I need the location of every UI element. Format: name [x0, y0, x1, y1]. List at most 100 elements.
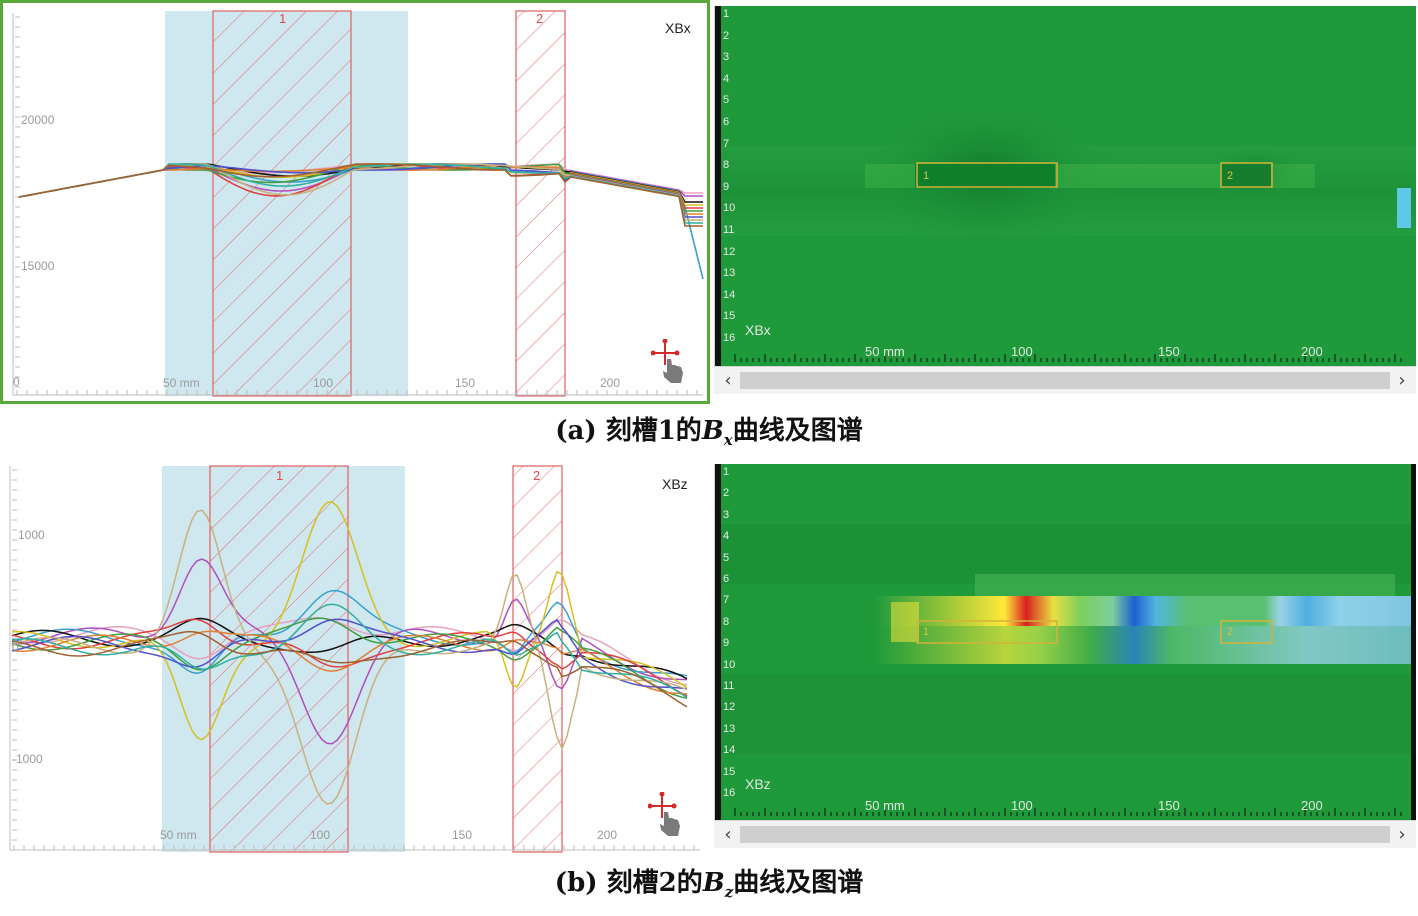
heatmap-x-150-b: 150	[1158, 798, 1180, 813]
scroll-track-b[interactable]	[740, 826, 1390, 843]
curves-a	[18, 163, 704, 280]
heatmap-x-200-a: 200	[1301, 344, 1323, 359]
heatmap-row-label: 6	[723, 116, 730, 128]
scroll-track-a[interactable]	[740, 372, 1390, 389]
caption-b: (b) 刻槽2的Bz曲线及图谱	[0, 862, 1418, 901]
heatmap-panel-a[interactable]: 1 2 1 2 3 4 5 6 7 8 9 10 11 12 13 14 15 16 XBx 50 mm 10…	[714, 6, 1416, 366]
pointer-hand-icon-b[interactable]	[648, 792, 688, 838]
defect-box-2-b[interactable]	[1220, 620, 1273, 644]
defect-box-2-a[interactable]	[1220, 162, 1273, 188]
x-ticks-b	[13, 845, 695, 850]
heatmap-row-label: 3	[723, 51, 730, 64]
slot-2-label-b: 2	[533, 468, 541, 483]
scroll-left-arrow-a[interactable]: ‹	[724, 369, 732, 391]
plot-a-svg	[12, 10, 704, 397]
defect-box-1-a[interactable]	[916, 162, 1058, 188]
curves-b	[11, 501, 688, 805]
scrollbar-b[interactable]: ‹ ›	[714, 820, 1416, 848]
y-ticks-a	[15, 16, 20, 388]
slot-1-label-a: 1	[279, 11, 287, 26]
heatmap-row-label: 10	[723, 202, 736, 215]
heatmap-row-label: 14	[723, 288, 736, 301]
plot-panel-a[interactable]: 20000 15000 0 50 mm 100 150 200 1 2 XBx	[0, 0, 710, 404]
heatmap-x-150-a: 150	[1158, 344, 1180, 359]
y-ticks-b	[12, 469, 17, 841]
y-label-minus-1000: -1000	[12, 752, 43, 766]
heatmap-row-label: 9	[723, 180, 730, 193]
caption-b-label: (b) 刻槽2的	[554, 868, 703, 898]
heatmap-row-label: 8	[723, 159, 730, 172]
x-label-100-b: 100	[310, 828, 331, 842]
heatmap-row-label: 1	[723, 466, 730, 478]
curve-b	[11, 630, 688, 708]
curve-b	[11, 630, 688, 695]
y-label-0-b: 0	[12, 640, 19, 654]
heatmap-a-svg	[715, 6, 1416, 366]
scrollbar-a[interactable]: ‹ ›	[714, 366, 1416, 394]
plot-tag-b: XBz	[662, 476, 688, 492]
y-label-20000: 20000	[21, 113, 55, 127]
x-label-100: 100	[313, 376, 334, 390]
heatmap-row-label: 2	[723, 29, 730, 42]
y-label-0: 0	[13, 375, 20, 389]
slot-1-label-b: 1	[276, 468, 284, 483]
curve-b	[11, 617, 688, 700]
curve-b	[11, 589, 688, 677]
box-1-label-b: 1	[923, 626, 930, 638]
heatmap-row-label: 6	[723, 573, 730, 585]
heatmap-row-label: 2	[723, 487, 730, 500]
heatmap-row-label: 15	[723, 765, 736, 778]
scroll-right-arrow-b[interactable]: ›	[1398, 823, 1406, 845]
heatmap-row-label: 9	[723, 637, 730, 650]
slot-2-region-a	[515, 10, 566, 397]
heatmap-x-100-b: 100	[1011, 798, 1033, 813]
box-1-label-a: 1	[923, 170, 930, 182]
caption-b-symbol: B	[702, 868, 725, 898]
heatmap-x-200-b: 200	[1301, 798, 1323, 813]
heatmap-row-label: 14	[723, 744, 736, 757]
curve-a	[18, 163, 703, 227]
curve-b	[11, 509, 688, 805]
x-label-50-b: 50 mm	[160, 828, 197, 842]
heatmap-tag-b: XBz	[745, 776, 771, 792]
heatmap-row-label: 7	[723, 594, 730, 607]
heatmap-row-label: 4	[723, 72, 730, 85]
plot-panel-b[interactable]: 1000 0 -1000 50 mm 100 150 200 1 2 XBz	[0, 460, 710, 856]
heatmap-x-50-a: 50 mm	[865, 344, 905, 359]
slot-2-label-a: 2	[536, 11, 544, 26]
caption-a-label: (a) 刻槽1的	[555, 416, 702, 446]
caption-a: (a) 刻槽1的Bx曲线及图谱	[0, 410, 1418, 449]
heatmap-panel-b[interactable]: 1 2 1 2 3 4 5 6 7 8 9 10 11 12 13 14 15 16 XBz 50 mm 10…	[714, 464, 1416, 820]
heatmap-tag-a: XBx	[745, 322, 771, 338]
caption-b-subscript: z	[724, 883, 734, 902]
scroll-left-arrow-b[interactable]: ‹	[724, 823, 732, 845]
caption-a-rest: 曲线及图谱	[732, 416, 863, 446]
caption-a-subscript: x	[723, 431, 733, 450]
heatmap-row-label: 16	[723, 787, 736, 799]
heatmap-row-label: 3	[723, 508, 730, 521]
x-label-50: 50 mm	[163, 376, 200, 390]
x-ticks-a	[16, 390, 698, 395]
heatmap-row-label: 11	[723, 224, 735, 236]
heatmap-row-label: 10	[723, 658, 736, 671]
curve-b	[11, 501, 688, 741]
scroll-right-arrow-a[interactable]: ›	[1398, 369, 1406, 391]
x-label-200: 200	[600, 376, 621, 390]
plot-b-svg	[9, 465, 700, 853]
heatmap-row-label: 13	[723, 722, 736, 735]
caption-b-rest: 曲线及图谱	[733, 868, 864, 898]
pointer-hand-icon[interactable]	[651, 339, 691, 385]
heatmap-row-label: 12	[723, 701, 736, 714]
heatmap-b-svg	[715, 464, 1416, 820]
x-label-150: 150	[455, 376, 476, 390]
heatmap-row-label: 7	[723, 137, 730, 150]
heatmap-x-50-b: 50 mm	[865, 798, 905, 813]
plot-tag-a: XBx	[665, 20, 691, 36]
x-label-150-b: 150	[452, 828, 473, 842]
box-2-label-a: 2	[1227, 170, 1234, 182]
heatmap-row-label: 5	[723, 94, 730, 107]
defect-box-1-b[interactable]	[916, 620, 1058, 644]
heatmap-row-label: 15	[723, 310, 736, 323]
heatmap-x-ticks-b	[734, 808, 1402, 816]
curve-b	[11, 618, 688, 690]
